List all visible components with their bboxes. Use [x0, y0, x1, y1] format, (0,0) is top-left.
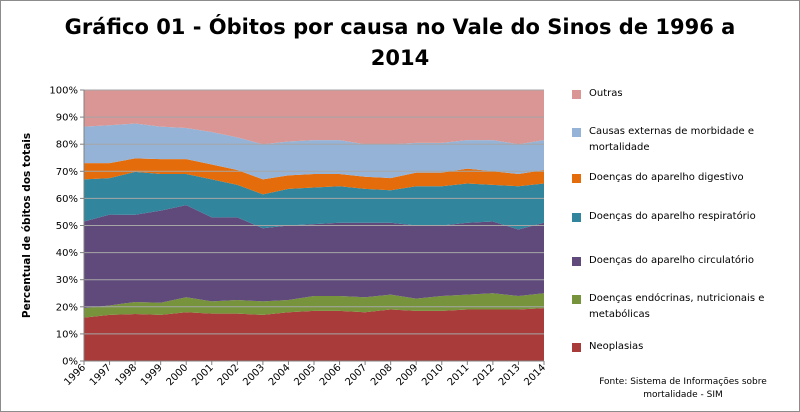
x-tick-label: 2002 — [216, 362, 242, 388]
legend-label: Doenças do aparelho respiratório — [589, 211, 756, 222]
series-area-2 — [84, 205, 544, 309]
x-tick-label: 2013 — [497, 362, 523, 388]
y-tick-label: 60% — [56, 194, 78, 205]
chart-title: Gráfico 01 - Óbitos por causa no Vale do… — [60, 12, 740, 74]
x-tick-label: 2011 — [446, 362, 472, 388]
x-tick-label: 2003 — [241, 362, 267, 388]
chart-title-line-2: 2014 — [370, 46, 430, 70]
legend-label: Outras — [589, 88, 623, 99]
y-tick-label: 0% — [62, 357, 78, 368]
series-area-5 — [84, 123, 544, 180]
x-tick-label: 2006 — [318, 362, 344, 388]
legend-swatch — [572, 257, 581, 266]
source-line-1: Fonte: Sistema de Informações sobre — [599, 377, 767, 387]
y-tick-label: 20% — [56, 302, 78, 313]
legend-swatch — [572, 343, 581, 352]
y-tick-label: 40% — [56, 248, 78, 259]
x-tick-label: 2004 — [267, 362, 293, 388]
legend-swatch — [572, 128, 581, 137]
series-area-4 — [84, 158, 544, 195]
x-tick-label: 2014 — [522, 362, 548, 388]
series-area-1 — [84, 293, 544, 318]
x-tick-label: 1998 — [113, 362, 139, 388]
x-tick-label: 1997 — [88, 362, 114, 388]
y-tick-label: 10% — [56, 329, 78, 340]
x-tick-label: 2000 — [165, 362, 191, 388]
series-area-3 — [84, 171, 544, 230]
y-tick-label: 50% — [56, 221, 78, 232]
x-tick-label: 2009 — [395, 362, 421, 388]
x-tick-label: 2005 — [292, 362, 318, 388]
y-tick-label: 100% — [49, 86, 78, 97]
series-area-0 — [84, 308, 544, 361]
source-line-2: mortalidade - SIM — [643, 390, 723, 400]
x-tick-label: 1999 — [139, 362, 165, 388]
x-tick-label: 2001 — [190, 362, 216, 388]
y-tick-label: 70% — [56, 167, 78, 178]
y-tick-label: 90% — [56, 113, 78, 124]
legend-swatch — [572, 213, 581, 222]
x-tick-label: 2008 — [369, 362, 395, 388]
legend-label: Neoplasias — [589, 341, 644, 352]
legend-label: Doenças do aparelho circulatório — [589, 255, 754, 266]
legend-swatch — [572, 90, 581, 99]
chart-legend: Outras Causas externas de morbidade e mor… — [572, 84, 794, 364]
source-note: Fonte: Sistema de Informações sobre mort… — [572, 376, 794, 402]
x-tick-label: 2012 — [471, 362, 497, 388]
legend-label: Causas externas de morbidade e mortalida… — [589, 126, 755, 153]
y-axis-title: Percentual de óbitos dos totais — [21, 133, 33, 318]
legend-label: Doenças endócrinas, nutricionais e metab… — [589, 293, 765, 320]
legend-label: Doenças do aparelho digestivo — [589, 172, 744, 183]
chart-title-line-1: Gráfico 01 - Óbitos por causa no Vale do… — [64, 15, 736, 39]
legend-swatch — [572, 295, 581, 304]
legend-swatch — [572, 174, 581, 183]
x-tick-label: 2007 — [343, 362, 369, 388]
y-tick-label: 80% — [56, 140, 78, 151]
y-tick-label: 30% — [56, 275, 78, 286]
x-tick-label: 2010 — [420, 362, 446, 388]
